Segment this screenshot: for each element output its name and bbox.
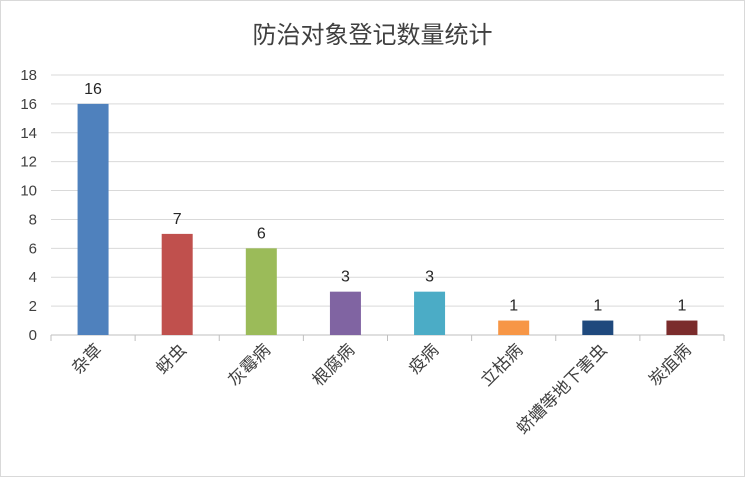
- y-tick-label: 6: [29, 240, 37, 257]
- category-label-3: 根腐病: [309, 340, 359, 390]
- bar-3: [329, 291, 361, 335]
- category-label-2: 灰霉病: [225, 340, 275, 390]
- category-label-6: 蛴螬等地下害虫: [513, 340, 611, 438]
- y-tick-label: 4: [29, 269, 37, 286]
- data-label-6: 1: [593, 298, 602, 315]
- data-label-7: 1: [677, 298, 686, 315]
- y-tick-label: 12: [20, 154, 37, 171]
- data-label-3: 3: [341, 269, 350, 286]
- category-label-7: 炭疽病: [645, 340, 695, 390]
- data-label-5: 1: [509, 298, 518, 315]
- category-label-1: 蚜虫: [153, 340, 191, 378]
- data-label-4: 3: [425, 269, 434, 286]
- category-label-0: 杂草: [68, 340, 106, 378]
- category-label-5: 立枯病: [477, 340, 527, 390]
- y-tick-label: 2: [29, 298, 37, 315]
- bar-1: [161, 233, 193, 335]
- category-label-4: 疫病: [405, 340, 443, 378]
- bar-2: [245, 248, 277, 335]
- bar-6: [582, 320, 614, 335]
- bar-5: [498, 320, 530, 335]
- y-tick-label: 8: [29, 211, 37, 228]
- data-label-2: 6: [257, 225, 266, 242]
- bar-7: [666, 320, 698, 335]
- y-tick-label: 14: [20, 125, 37, 142]
- y-tick-label: 16: [20, 96, 37, 113]
- bar-0: [77, 103, 109, 335]
- y-tick-label: 0: [29, 327, 37, 344]
- bar-4: [414, 291, 446, 335]
- y-tick-label: 10: [20, 183, 37, 200]
- y-tick-label: 18: [20, 67, 37, 84]
- data-label-1: 7: [173, 211, 182, 228]
- data-label-0: 16: [84, 81, 102, 98]
- chart-title: 防治对象登记数量统计: [252, 21, 493, 49]
